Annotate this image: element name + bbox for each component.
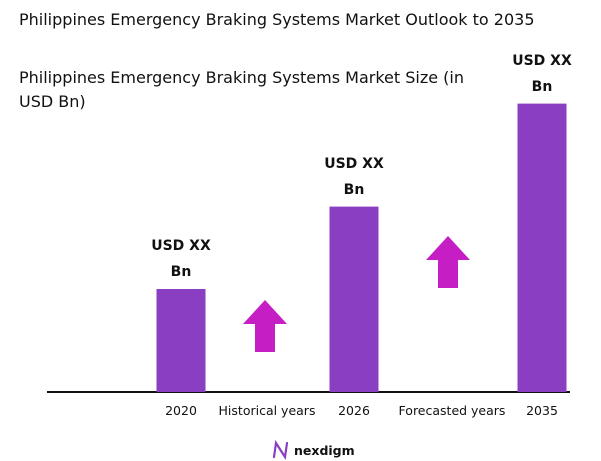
period-label: Historical years [219,403,316,418]
period-label: Forecasted years [399,403,506,418]
x-tick-label: 2026 [338,403,370,418]
trend-arrow [243,300,287,352]
x-tick-label: 2020 [165,403,197,418]
trend-arrow [426,236,470,288]
value-label: USD XX Bn [151,238,211,280]
chart-title: Philippines Emergency Braking Systems Ma… [19,10,535,29]
x-tick-label: 2035 [526,403,558,418]
brand: nexdigm [294,443,355,458]
value-label: USD XX Bn [512,52,572,95]
chart-subtitle: Philippines Emergency Braking Systems Ma… [19,68,464,111]
value-label: USD XX Bn [324,155,384,198]
bar [156,289,206,392]
bar [329,206,379,392]
logo-icon [272,439,289,461]
bar [517,103,567,392]
